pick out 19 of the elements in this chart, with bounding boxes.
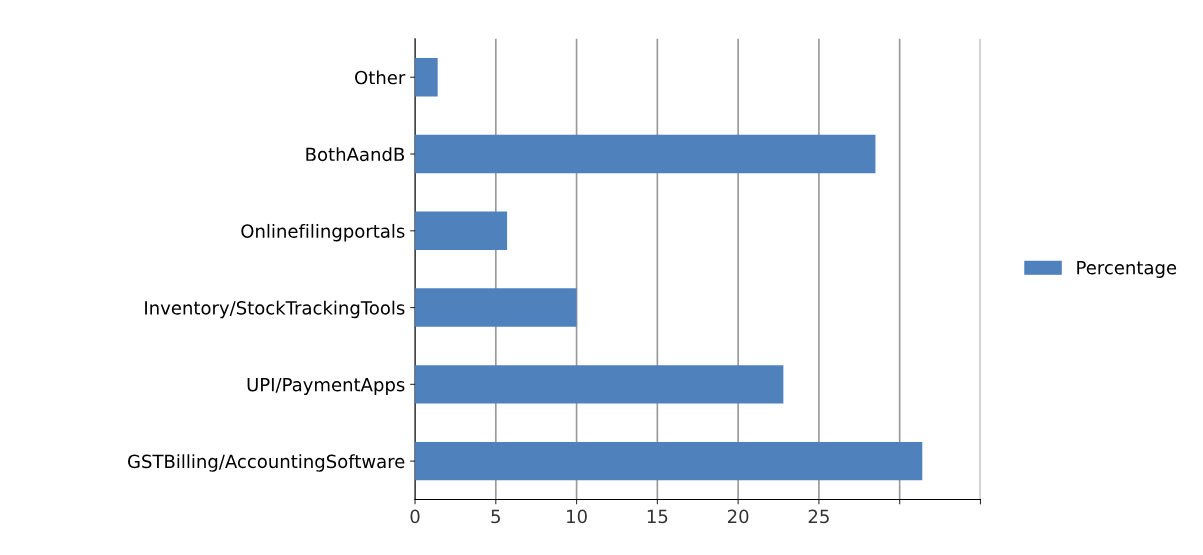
bar: [415, 365, 784, 404]
y-tick-label: Onlinefilingportals: [241, 223, 405, 242]
x-tick-label: 25: [808, 509, 829, 524]
bar: [415, 134, 876, 174]
bar: [415, 441, 923, 481]
x-tick-label: 15: [647, 509, 668, 524]
y-tick-label: Other: [355, 70, 406, 85]
y-tick-label: Inventory/StockTrackingTools: [145, 300, 405, 319]
x-tick-label: 5: [491, 509, 500, 524]
y-tick-label: BothAandB: [306, 147, 405, 162]
legend-label: Percentage: [1077, 260, 1177, 278]
x-tick-label: 10: [567, 509, 587, 524]
x-tick-label: 0: [410, 509, 420, 524]
y-tick-label: GSTBilling/AccountingSoftware: [128, 454, 405, 472]
bar: [415, 58, 438, 97]
x-tick-label: 20: [727, 509, 749, 524]
bar: [415, 288, 577, 327]
bar: [415, 211, 508, 250]
y-tick-label: UPI/PaymentApps: [247, 378, 405, 395]
